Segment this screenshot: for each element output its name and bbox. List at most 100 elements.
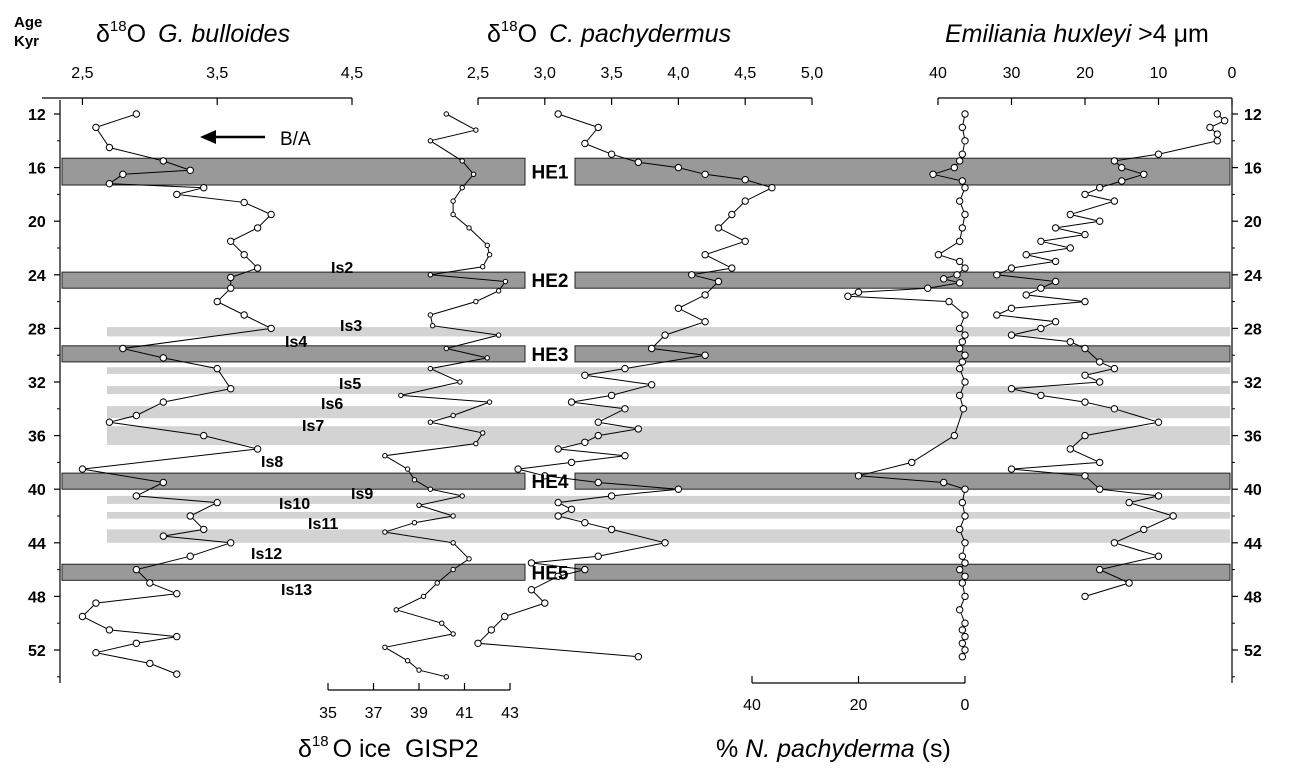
gisp2-point-42 (420, 593, 427, 600)
ehux-point-10 (1096, 184, 1104, 192)
ehux-point-5 (1154, 150, 1163, 158)
bulloides-point-2 (105, 143, 114, 152)
gisp2-point-29 (382, 453, 388, 459)
ehux-point-43 (1081, 431, 1089, 440)
age-label-left-7: 40 (28, 482, 46, 499)
npach-point-10 (961, 210, 969, 219)
is13-label: Is13 (281, 582, 312, 599)
heinrich-band-left-3 (61, 472, 526, 490)
bulloides-point-31 (132, 492, 141, 500)
ehux-tick-label-3: 10 (1150, 65, 1168, 82)
npach-point-16 (953, 271, 961, 279)
gisp2-point-17 (429, 323, 436, 329)
interstadial-band-0 (107, 327, 1230, 337)
gisp2-point-24 (486, 399, 493, 405)
npach-point-31 (961, 378, 969, 386)
pachydermus-point-23 (621, 364, 629, 373)
gisp2-point-12 (427, 272, 434, 278)
npach-point-53 (958, 639, 967, 647)
bulloides-point-33 (186, 512, 194, 520)
pachydermus-point-21 (647, 344, 656, 353)
pachydermus-point-2 (581, 139, 589, 148)
pachydermus-point-54 (487, 626, 496, 634)
bulloides-point-23 (226, 385, 235, 393)
gisp2-point-41 (434, 580, 440, 586)
interstadial-band-7 (107, 529, 1230, 543)
pachydermus-point-37 (541, 472, 549, 480)
ehux-size: >4 (1131, 20, 1173, 48)
ehux-point-47 (1081, 472, 1089, 480)
ehux-point-46 (1007, 465, 1016, 473)
gisp2-point-2 (427, 138, 434, 144)
ehux-point-51 (1169, 512, 1177, 520)
npach-point-45 (955, 565, 964, 574)
age-label-right-3: 24 (1244, 268, 1262, 285)
npach-point-35 (908, 458, 916, 467)
bulloides-point-25 (132, 411, 141, 420)
ehux-species: Emiliania huxleyi (945, 20, 1133, 48)
npach-point-33 (959, 405, 968, 413)
age-label-left-0: 12 (28, 107, 46, 124)
bulloides-point-17 (213, 297, 221, 306)
bulloides-point-46 (92, 648, 100, 657)
ehux-point-52 (1140, 525, 1148, 534)
npach-point-4 (955, 157, 964, 165)
pachydermus-point-24 (581, 371, 589, 379)
ehux-point-56 (1125, 579, 1133, 587)
heinrich-band-left-0 (61, 157, 526, 186)
is8-label: Is8 (261, 454, 283, 471)
pachydermus-point-46 (661, 539, 669, 547)
pachydermus-point-39 (674, 485, 683, 493)
ehux-point-49 (1154, 492, 1163, 500)
age-axis-right: 12 16 20 24 28 32 36 40 44 48 52 (1231, 100, 1262, 683)
npach-point-30 (955, 364, 964, 373)
bulloides-point-3 (159, 157, 168, 165)
bulloides-point-29 (78, 465, 87, 473)
bulloides-tick-label-1: 3,5 (206, 65, 228, 82)
interstadial-band-5 (107, 495, 1230, 504)
npach-point-17 (940, 275, 948, 283)
bulloides-point-35 (159, 532, 168, 540)
bulloides-sup: 18 (110, 18, 127, 35)
pachydermus-o: O (518, 20, 537, 48)
gisp2-point-11 (480, 264, 486, 270)
pachydermus-point-32 (581, 438, 589, 446)
npach-point-39 (958, 498, 967, 507)
npach-point-19 (924, 284, 932, 292)
pachydermus-point-42 (567, 505, 576, 513)
pachydermus-point-20 (661, 331, 669, 339)
heinrich-band-left-2 (61, 345, 526, 363)
npach-point-47 (958, 579, 967, 587)
bulloides-title: δ18O G. bulloides (96, 18, 290, 48)
npach-point-52 (961, 632, 969, 641)
age-label-left-2: 20 (28, 214, 46, 231)
bulloides-point-36 (226, 539, 235, 547)
gisp2-point-30 (404, 466, 411, 472)
ehux-axis: 40 30 20 10 0 (929, 65, 1237, 105)
gisp2-point-32 (427, 486, 434, 492)
pachydermus-point-34 (621, 452, 629, 460)
ehux-point-35 (1110, 364, 1119, 373)
pachydermus-point-14 (728, 264, 736, 272)
pachydermus-point-13 (701, 251, 709, 259)
bulloides-point-28 (253, 445, 262, 453)
pachydermus-point-50 (554, 572, 562, 580)
pachydermus-point-11 (714, 224, 723, 232)
heinrich-label-0: HE1 (532, 163, 569, 184)
interstadial-band-4 (107, 426, 1230, 445)
bulloides-point-13 (240, 251, 248, 259)
npach-point-8 (961, 184, 969, 192)
pachydermus-point-8 (768, 184, 776, 192)
npach-point-7 (958, 177, 967, 185)
pachydermus-point-31 (594, 431, 602, 440)
ehux-tick-label-0: 40 (929, 65, 947, 82)
bulloides-point-19 (267, 324, 275, 333)
pachydermus-point-17 (701, 291, 709, 299)
pachydermus-tick-label-2: 3,5 (600, 65, 622, 82)
interstadial-band-2 (107, 386, 1230, 395)
ehux-point-0 (1213, 110, 1222, 118)
bulloides-point-34 (200, 525, 208, 534)
npach-point-44 (961, 559, 969, 567)
ehux-point-22 (993, 271, 1001, 279)
ehux-point-4 (1213, 137, 1222, 145)
